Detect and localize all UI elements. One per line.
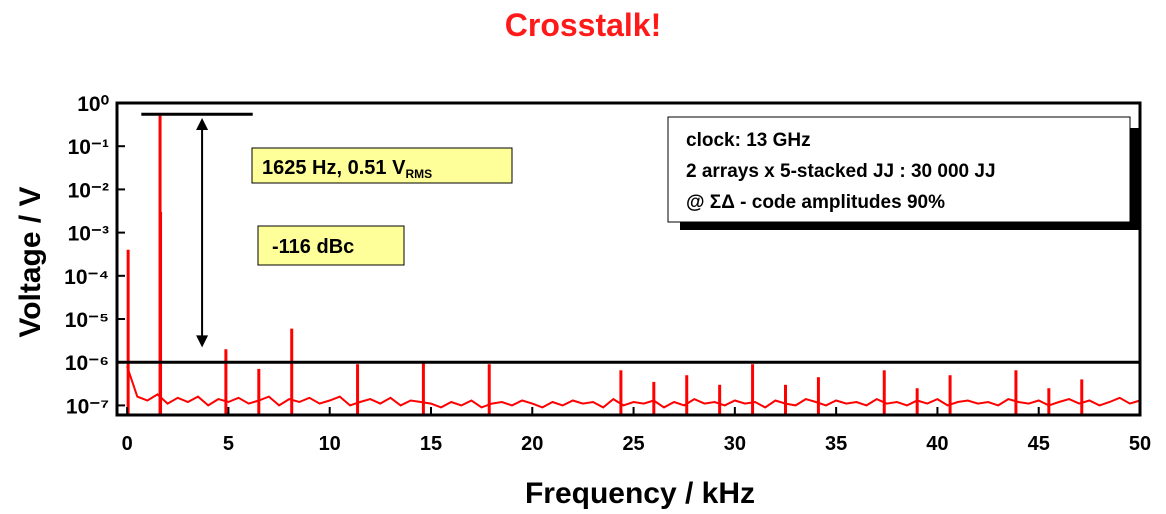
x-tick-label: 15 [420,433,442,455]
y-tick-label: 10⁻² [68,179,109,202]
annotation-text: 1625 Hz, 0.51 V [262,157,406,179]
y-tick-label: 10⁻⁵ [65,309,109,332]
info-box [667,116,1131,223]
annotation-subscript: RMS [405,167,432,181]
info-line: clock: 13 GHz [686,130,811,151]
y-tick-label: 10⁻¹ [68,136,109,159]
x-tick-label: 45 [1028,433,1050,455]
annotation-box [251,147,513,184]
arrow-head [196,117,209,130]
y-tick-label: 10⁻⁶ [65,352,109,375]
y-tick-label: 10⁻⁷ [66,395,109,418]
annotation: 1625 Hz, 0.51 VRMS [262,157,432,181]
x-tick-label: 40 [926,433,948,455]
plot-frame [115,101,1142,417]
x-tick-label: 20 [521,433,543,455]
y-tick-label: 10⁰ [77,93,109,116]
x-tick-label: 50 [1129,433,1151,455]
x-axis-label: Frequency / kHz [525,477,755,510]
y-axis-label: Voltage / V [14,186,47,337]
x-tick-label: 25 [622,433,644,455]
x-tick-label: 35 [825,433,847,455]
y-tick-label: 10⁻⁴ [64,266,109,289]
x-tick-label: 0 [122,433,133,455]
x-tick-label: 30 [724,433,746,455]
chart-title: Crosstalk! [505,7,662,43]
annotation-box [257,225,405,266]
annotations: 1625 Hz, 0.51 VRMS -116 dBc clock: 13 GH… [251,116,1140,266]
arrow-head [196,335,209,348]
annotation: -116 dBc [272,236,354,258]
y-tick-label: 10⁻³ [68,223,109,246]
info-line: 2 arrays x 5-stacked JJ : 30 000 JJ [686,161,996,182]
x-tick-label: 10 [319,433,341,455]
info-line: @ ΣΔ - code amplitudes 90% [686,192,945,213]
noise-line [126,366,1141,409]
plot-area: 0 5 10 15 20 25 30 35 40 45 50 10⁻⁷ 10⁻⁶ 10⁻⁵ 10⁻⁴ 10⁻³… [64,93,1151,455]
x-tick-label: 5 [223,433,234,455]
